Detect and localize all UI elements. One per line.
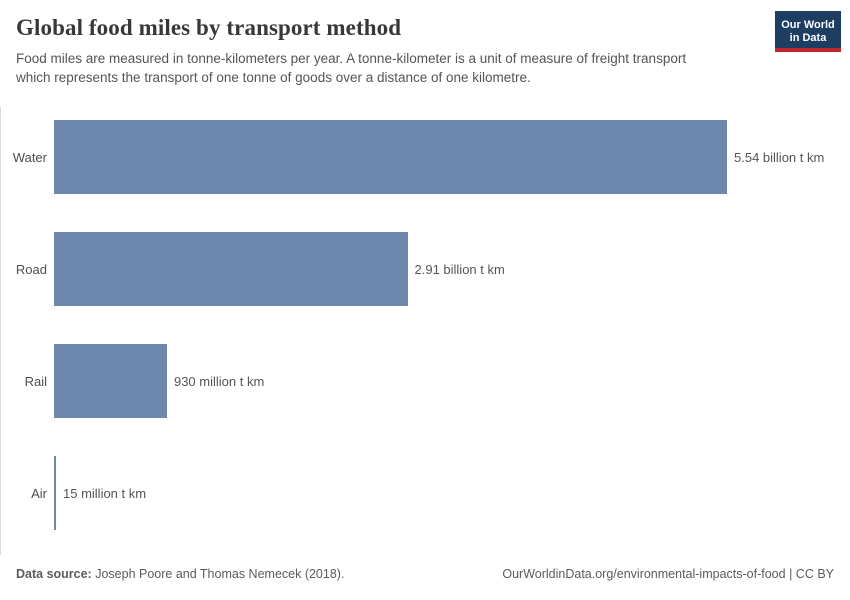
- category-label-air: Air: [31, 485, 47, 501]
- chart-footer: Data source: Joseph Poore and Thomas Nem…: [16, 566, 834, 582]
- owid-logo[interactable]: Our World in Data: [775, 11, 841, 52]
- value-label-water: 5.54 billion t km: [734, 149, 825, 165]
- chart-header: Global food miles by transport method Fo…: [0, 0, 850, 87]
- bar-row-air: Air 15 million t km: [0, 437, 850, 549]
- bar-rail[interactable]: [54, 344, 167, 418]
- chart-title: Global food miles by transport method: [16, 15, 402, 40]
- bar-water[interactable]: [54, 120, 727, 194]
- bar-row-rail: Rail 930 million t km: [0, 325, 850, 437]
- owid-logo-line2: in Data: [789, 31, 827, 44]
- bar-chart: Water 5.54 billion t km Road 2.91 billio…: [0, 101, 850, 555]
- data-source-label: Data source:: [16, 567, 92, 581]
- category-label-road: Road: [15, 261, 47, 277]
- value-label-air: 15 million t km: [63, 485, 147, 501]
- bar-row-water: Water 5.54 billion t km: [0, 101, 850, 213]
- category-label-rail: Rail: [24, 373, 47, 389]
- attribution: OurWorldinData.org/environmental-impacts…: [502, 566, 834, 582]
- license-label: CC BY: [795, 567, 834, 581]
- bar-road[interactable]: [54, 232, 408, 306]
- owid-logo-line1: Our World: [781, 18, 835, 31]
- category-label-water: Water: [12, 149, 47, 165]
- data-source-text: Joseph Poore and Thomas Nemecek (2018).: [91, 567, 345, 581]
- owid-logo-red-stripe: [775, 48, 841, 52]
- bar-row-road: Road 2.91 billion t km: [0, 213, 850, 325]
- value-label-road: 2.91 billion t km: [414, 261, 505, 277]
- attribution-link[interactable]: OurWorldinData.org/environmental-impacts…: [502, 567, 786, 581]
- chart-subtitle: Food miles are measured in tonne-kilomet…: [16, 51, 687, 85]
- value-label-rail: 930 million t km: [173, 373, 265, 389]
- data-source-note: Data source: Joseph Poore and Thomas Nem…: [16, 566, 344, 582]
- attribution-separator: |: [785, 567, 796, 581]
- bar-air[interactable]: [54, 456, 56, 530]
- y-axis-line: [0, 107, 1, 555]
